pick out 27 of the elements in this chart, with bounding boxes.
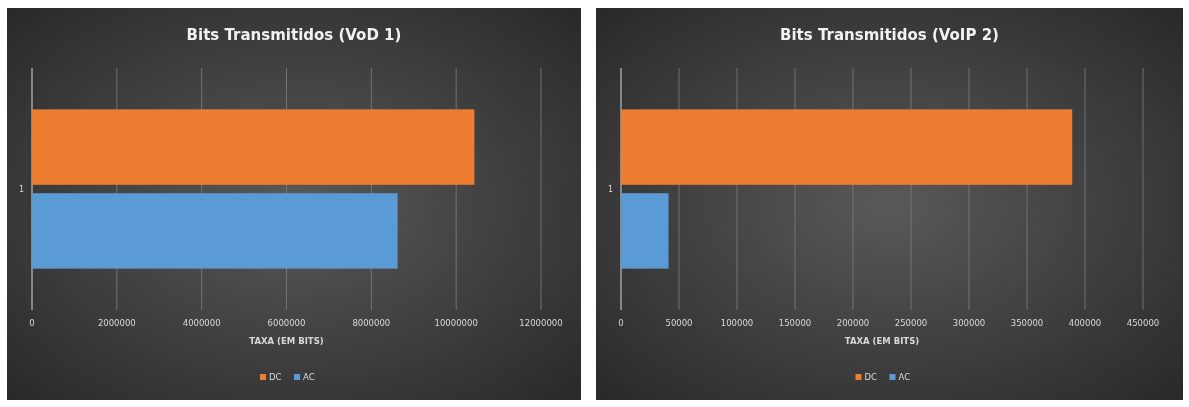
x-tick-label: 150000: [778, 318, 812, 328]
x-tick-label: 2000000: [97, 318, 136, 328]
legend-label: AC: [303, 372, 315, 382]
x-tick-label: 0: [618, 318, 624, 328]
chart-title: Bits Transmitidos (VoIP 2): [780, 26, 999, 44]
x-tick-label: 100000: [720, 318, 754, 328]
x-axis-title: TAXA (EM BITS): [844, 336, 920, 346]
x-axis-title: TAXA (EM BITS): [249, 336, 324, 346]
x-tick-label: 8000000: [352, 318, 391, 328]
x-tick-label: 250000: [894, 318, 928, 328]
x-tick-label: 350000: [1010, 318, 1044, 328]
x-tick-label: 400000: [1068, 318, 1102, 328]
x-tick-label: 10000000: [434, 318, 478, 328]
x-tick-label: 12000000: [519, 318, 563, 328]
x-tick-label: 300000: [952, 318, 986, 328]
y-tick-label: 1: [18, 184, 24, 194]
y-tick-label: 1: [607, 184, 613, 194]
x-tick-label: 4000000: [182, 318, 221, 328]
x-tick-label: 200000: [836, 318, 870, 328]
x-tick-label: 6000000: [267, 318, 306, 328]
legend-label: DC: [269, 372, 282, 382]
x-tick-label: 50000: [665, 318, 693, 328]
legend-label: DC: [864, 372, 878, 382]
chart-title: Bits Transmitidos (VoD 1): [186, 26, 402, 44]
x-tick-label: 0: [29, 318, 35, 328]
x-tick-label: 450000: [1126, 318, 1160, 328]
legend-label: AC: [898, 372, 911, 382]
